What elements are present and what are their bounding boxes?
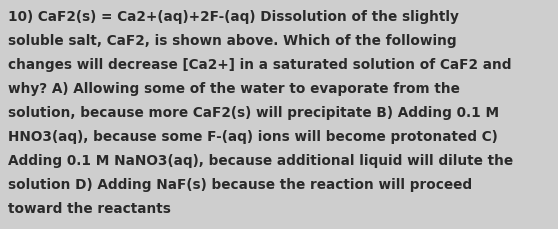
Text: 10) CaF2(s) = Ca2+(aq)+2F-(aq) Dissolution of the slightly: 10) CaF2(s) = Ca2+(aq)+2F-(aq) Dissoluti… xyxy=(8,10,459,24)
Text: solution D) Adding NaF(s) because the reaction will proceed: solution D) Adding NaF(s) because the re… xyxy=(8,177,472,191)
Text: soluble salt, CaF2, is shown above. Which of the following: soluble salt, CaF2, is shown above. Whic… xyxy=(8,34,456,48)
Text: why? A) Allowing some of the water to evaporate from the: why? A) Allowing some of the water to ev… xyxy=(8,82,460,95)
Text: Adding 0.1 M NaNO3(aq), because additional liquid will dilute the: Adding 0.1 M NaNO3(aq), because addition… xyxy=(8,153,513,167)
Text: toward the reactants: toward the reactants xyxy=(8,201,171,215)
Text: changes will decrease [Ca2+] in a saturated solution of CaF2 and: changes will decrease [Ca2+] in a satura… xyxy=(8,58,512,72)
Text: solution, because more CaF2(s) will precipitate B) Adding 0.1 M: solution, because more CaF2(s) will prec… xyxy=(8,106,499,120)
Text: HNO3(aq), because some F-(aq) ions will become protonated C): HNO3(aq), because some F-(aq) ions will … xyxy=(8,129,498,143)
